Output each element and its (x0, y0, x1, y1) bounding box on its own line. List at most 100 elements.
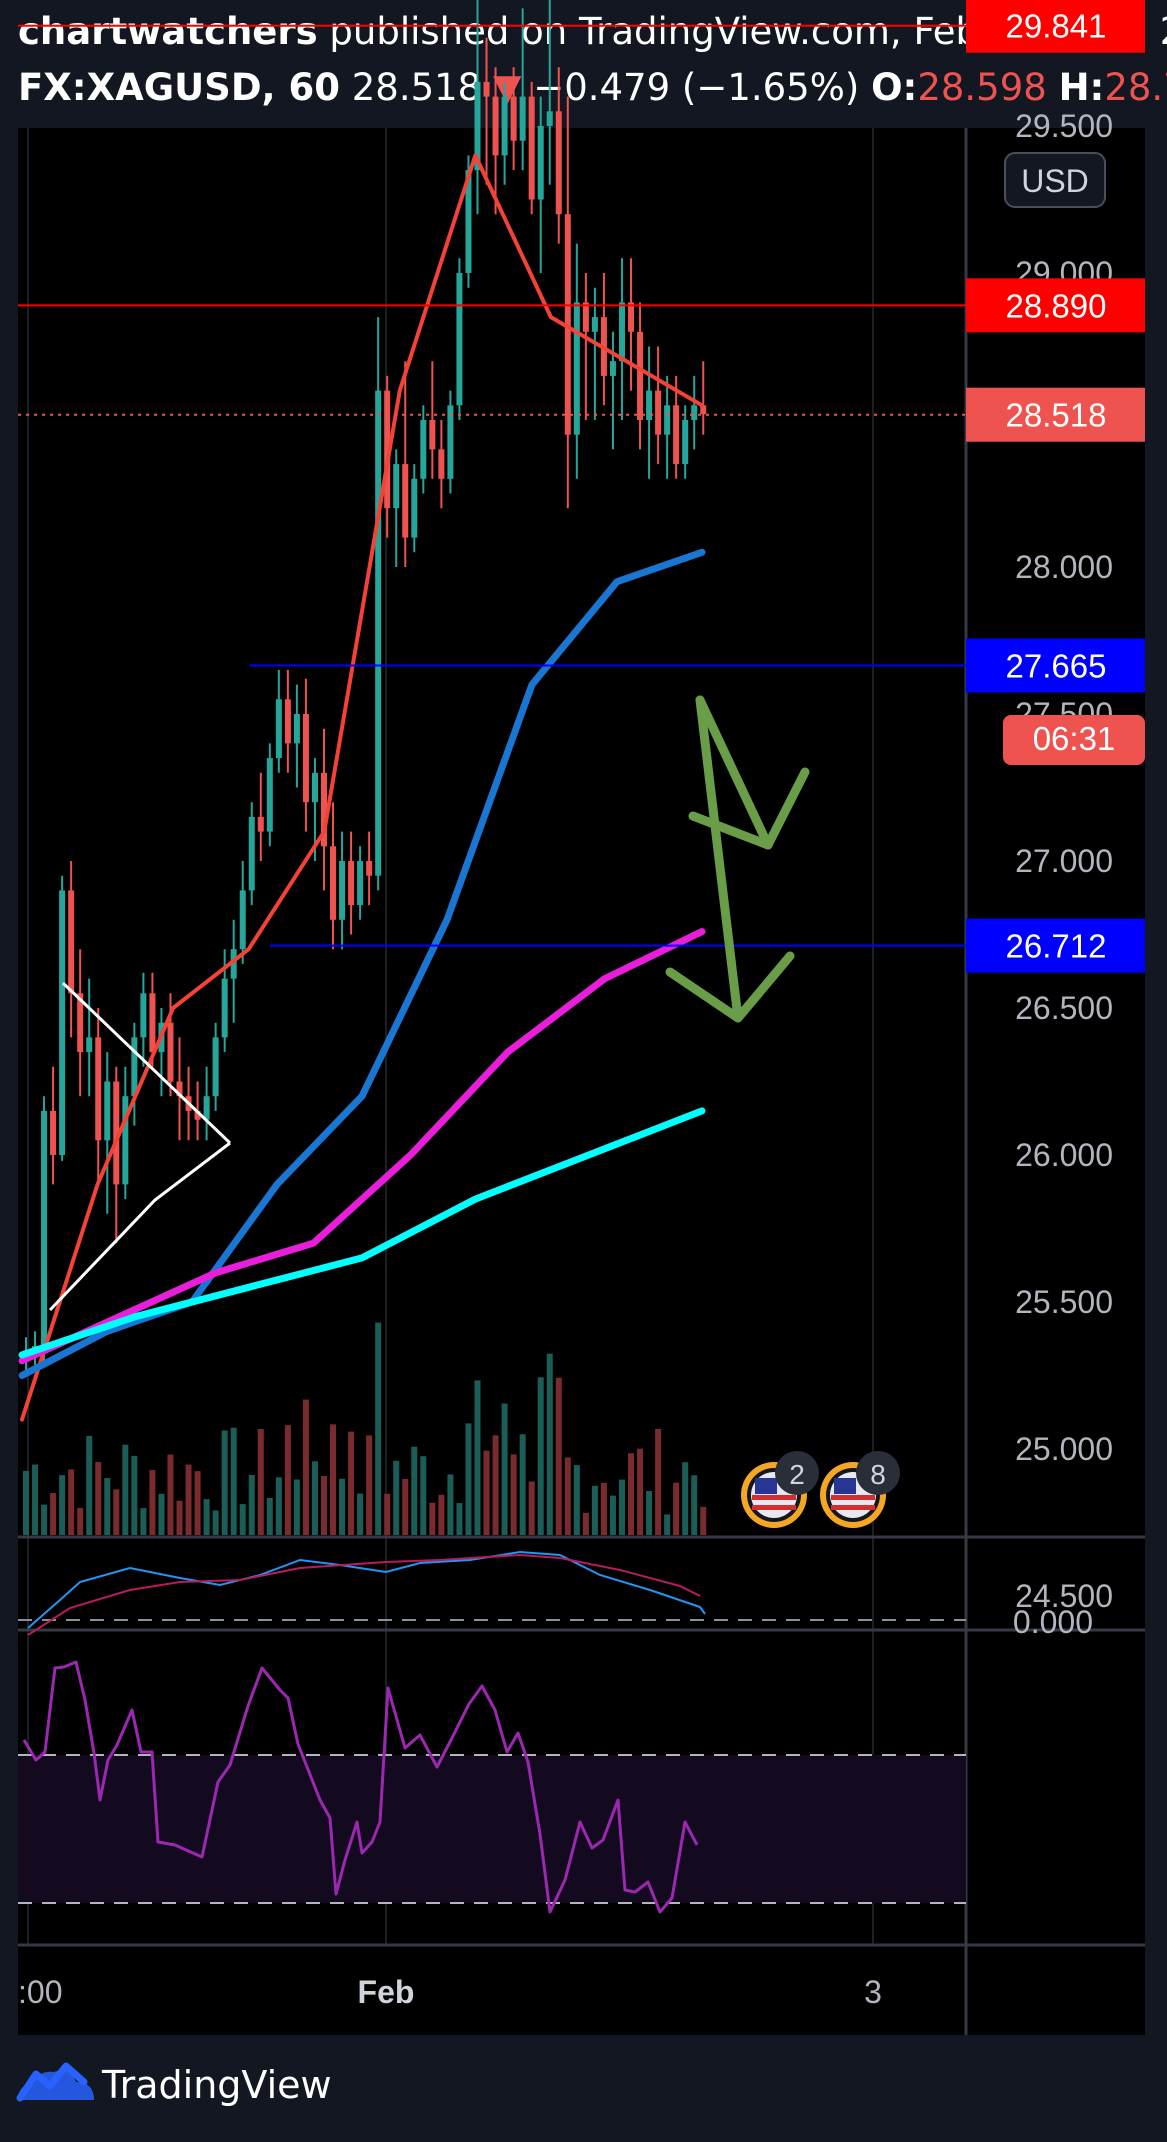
volume-bar (628, 1453, 635, 1535)
volume-bar (284, 1425, 291, 1535)
candle-body (664, 405, 671, 435)
footer (0, 2035, 1167, 2142)
volume-bar (50, 1493, 57, 1535)
candle-body (465, 170, 472, 273)
candle-body (591, 317, 598, 332)
volume-bar (23, 1470, 29, 1535)
candle-body (519, 96, 526, 141)
ma-magenta-line (18, 928, 706, 1365)
symbol-line: FX:XAGUSD, 60 28.518 ▼ −0.479 (−1.65%) O… (18, 66, 1167, 109)
candle-body (655, 390, 662, 435)
tradingview-logo-text[interactable]: TradingView (102, 2063, 332, 2107)
volume-bar (510, 1454, 517, 1535)
currency-button[interactable]: USD (1004, 152, 1106, 208)
time-label-start: :00 (18, 1974, 62, 2010)
volume-bar (682, 1462, 689, 1535)
candle-body (95, 1037, 102, 1141)
candle-body (348, 861, 355, 906)
price-label-box: 27.665 (966, 638, 1145, 693)
volume-bar (158, 1493, 165, 1535)
candle-body (673, 405, 680, 465)
volume-bar (140, 1508, 147, 1535)
price-tick-label: 24.500 (1015, 1578, 1113, 1614)
candle-body (239, 890, 246, 950)
candle-body (149, 993, 156, 1053)
candle-body (86, 1037, 93, 1053)
candle-body (456, 273, 463, 406)
candle-body (293, 714, 300, 744)
candle-body (420, 420, 427, 479)
candle-body (104, 1081, 111, 1141)
candle-body (339, 861, 346, 920)
volume-bar (546, 1353, 553, 1535)
price-labels: 29.841 28.890 28.518 27.665 26.712 (966, 0, 1145, 973)
volume-bar (673, 1482, 680, 1535)
candle-body (564, 214, 571, 435)
candle-body (537, 126, 544, 200)
open-value: 28.598 (917, 66, 1047, 109)
volume-bar (185, 1464, 192, 1535)
candle-body (59, 890, 66, 1155)
price-label-box: 29.841 (966, 0, 1145, 53)
price-label-text: 29.841 (1006, 8, 1107, 45)
candle-body (122, 1096, 129, 1185)
candle-body (501, 96, 508, 156)
volume-bar (429, 1502, 436, 1535)
candle-body (194, 1110, 201, 1120)
price-label-text: 27.665 (1006, 647, 1107, 684)
volume-bar (77, 1507, 84, 1535)
volume-bar (95, 1461, 102, 1535)
price-tick-label: 26.000 (1015, 1137, 1113, 1173)
pane-separators[interactable] (18, 128, 1145, 2035)
candles (23, 0, 707, 1376)
volume-bar (320, 1476, 327, 1535)
candle-body (628, 302, 635, 332)
volume-bar (149, 1470, 156, 1535)
candle-body (483, 81, 490, 97)
volume-bar (366, 1435, 373, 1535)
volume-bar (302, 1399, 309, 1535)
candle-body (302, 714, 309, 803)
candle-body (700, 405, 707, 415)
volume-bar (528, 1481, 535, 1535)
price-tick-label: 26.500 (1015, 990, 1113, 1026)
horizontal-levels (18, 24, 966, 947)
candle-body (510, 96, 517, 141)
volume-bar (438, 1494, 445, 1535)
volume-bar (239, 1504, 246, 1535)
volume-bar (609, 1495, 616, 1535)
rsi-pane (18, 1660, 966, 1914)
volume-bar (384, 1493, 391, 1535)
event-count-1: 2 (789, 1459, 805, 1490)
volume-bar (275, 1477, 282, 1535)
volume-bar (691, 1475, 698, 1535)
economic-events[interactable]: 2 8 (741, 1451, 900, 1528)
candle-body (221, 978, 228, 1038)
tradingview-logo-icon[interactable] (14, 2060, 98, 2104)
candle-body (546, 111, 553, 126)
candle-body (682, 420, 689, 465)
candle-body (77, 993, 84, 1053)
volume-bar (600, 1482, 607, 1535)
volume-bar (483, 1450, 490, 1535)
time-axis[interactable]: :00 Feb 3 (18, 1974, 882, 2010)
event-count-badge (856, 1451, 900, 1495)
high-label: H: (1058, 66, 1105, 109)
symbol-name[interactable]: FX:XAGUSD, 60 (18, 66, 340, 109)
candle-body (248, 816, 255, 891)
volume-bar (348, 1431, 355, 1535)
candle-body (393, 464, 400, 509)
author-name[interactable]: chartwatchers (18, 10, 318, 53)
moving-averages (18, 153, 706, 1422)
triangle-pattern (48, 981, 232, 1312)
price-tick-label: 25.000 (1015, 1431, 1113, 1467)
candle-body (357, 861, 364, 906)
price-label-text: 28.518 (1006, 397, 1107, 434)
volume-bar (32, 1464, 39, 1535)
candle-body (492, 96, 499, 156)
volume-bar (293, 1479, 300, 1535)
candle-body (528, 96, 535, 200)
volume-bar (618, 1479, 625, 1535)
volume-bar (131, 1455, 138, 1535)
